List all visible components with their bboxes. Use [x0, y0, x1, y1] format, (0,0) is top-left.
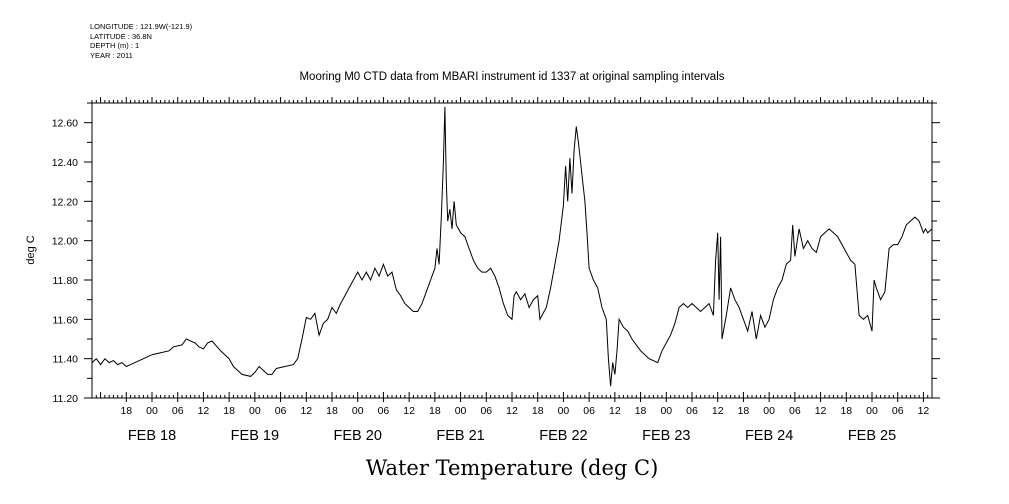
- x-axis-label: Water Temperature (deg C): [366, 456, 659, 480]
- x-tick-label: 18: [223, 405, 235, 417]
- x-day-label: FEB 22: [539, 428, 587, 444]
- x-tick-label: 12: [300, 405, 312, 417]
- x-tick-label: 00: [146, 405, 158, 417]
- x-day-label: FEB 21: [436, 428, 484, 444]
- x-tick-label: 00: [660, 405, 672, 417]
- y-tick-label: 11.20: [53, 393, 79, 405]
- x-tick-label: 12: [815, 405, 827, 417]
- x-tick-label: 12: [198, 405, 210, 417]
- chart-title: Mooring M0 CTD data from MBARI instrumen…: [299, 71, 724, 83]
- y-tick-label: 11.40: [53, 354, 79, 366]
- y-tick-label: 11.60: [53, 314, 79, 326]
- y-tick-label: 12.60: [52, 118, 78, 130]
- depth-text: DEPTH (m) : 1: [90, 41, 140, 50]
- x-tick-label: 00: [866, 405, 878, 417]
- longitude-text: LONGITUDE : 121.9W(-121.9): [90, 22, 193, 31]
- x-tick-label: 18: [326, 405, 338, 417]
- year-text: YEAR : 2011: [90, 50, 133, 60]
- x-tick-label: 12: [712, 405, 724, 417]
- x-tick-label: 06: [789, 405, 801, 417]
- x-tick-label: 12: [506, 405, 518, 417]
- y-tick-label: 12.20: [52, 196, 78, 208]
- x-tick-label: 06: [480, 405, 492, 417]
- x-tick-label: 18: [429, 405, 441, 417]
- latitude-text: LATITUDE : 36.8N: [90, 31, 152, 41]
- plot-frame: [91, 102, 933, 399]
- x-day-label: FEB 24: [745, 428, 793, 444]
- x-tick-label: 00: [249, 405, 261, 417]
- x-tick-label: 18: [532, 405, 544, 417]
- metadata-block: LONGITUDE : 121.9W(-121.9) LATITUDE : 36…: [90, 22, 192, 60]
- x-tick-label: 12: [918, 405, 930, 417]
- x-day-label: FEB 23: [642, 428, 690, 444]
- x-tick-label: 18: [120, 405, 132, 417]
- x-day-label: FEB 19: [231, 428, 279, 444]
- x-tick-label: 06: [378, 405, 390, 417]
- x-tick-label: 00: [763, 405, 775, 417]
- x-tick-label: 18: [635, 405, 647, 417]
- x-tick-label: 06: [275, 405, 287, 417]
- x-tick-label: 18: [738, 405, 750, 417]
- y-tick-label: 12.00: [52, 236, 78, 248]
- water-temperature-line: [91, 106, 933, 387]
- x-tick-label: 06: [172, 405, 184, 417]
- x-day-label: FEB 18: [128, 428, 176, 444]
- y-axis-label: deg C: [25, 235, 37, 264]
- x-tick-label: 06: [583, 405, 595, 417]
- x-day-label: FEB 20: [334, 428, 382, 444]
- x-tick-label: 00: [352, 405, 364, 417]
- x-tick-label: 00: [455, 405, 467, 417]
- y-tick-label: 12.40: [52, 157, 78, 169]
- x-tick-label: 06: [686, 405, 698, 417]
- x-tick-label: 12: [609, 405, 621, 417]
- x-tick-label: 00: [558, 405, 570, 417]
- y-tick-label: 11.80: [53, 275, 79, 287]
- x-tick-label: 12: [403, 405, 415, 417]
- x-day-label: FEB 25: [848, 428, 896, 444]
- x-tick-label: 06: [892, 405, 904, 417]
- x-tick-label: 18: [840, 405, 852, 417]
